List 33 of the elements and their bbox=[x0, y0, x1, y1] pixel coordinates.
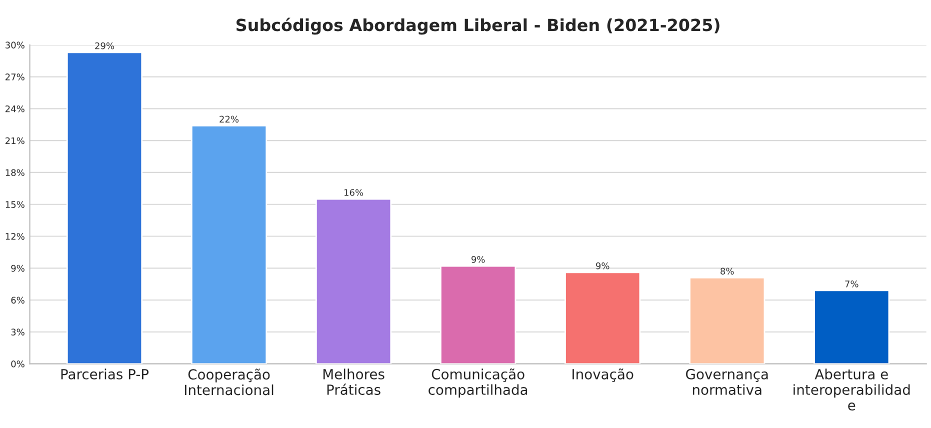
y-tick-label: 9% bbox=[11, 264, 24, 272]
y-tick-label: 24% bbox=[6, 105, 24, 112]
x-tick-label: Parcerias P-P bbox=[61, 368, 149, 380]
y-tick-label: 15% bbox=[6, 201, 24, 208]
x-tick-label: Inovação bbox=[572, 368, 634, 382]
y-tick-label: 18% bbox=[6, 169, 24, 176]
y-tick-label: 30% bbox=[6, 42, 24, 48]
data-label: 16% bbox=[344, 189, 364, 196]
data-label: 9% bbox=[596, 262, 610, 270]
data-label: 29% bbox=[95, 42, 114, 50]
x-tick-label: Governança normativa bbox=[686, 368, 768, 395]
bar bbox=[440, 265, 516, 364]
y-tick-label: 3% bbox=[11, 328, 24, 336]
data-label: 7% bbox=[845, 280, 858, 288]
y-tick-label: 12% bbox=[6, 232, 24, 240]
x-tick-label: Cooperação Internacional bbox=[184, 368, 274, 396]
y-tick-label: 27% bbox=[6, 74, 24, 80]
bar bbox=[689, 277, 766, 364]
y-tick-label: 6% bbox=[11, 296, 24, 304]
chart-title: Subcódigos Abordagem Liberal - Biden (2021-2025) bbox=[236, 18, 720, 35]
bar bbox=[315, 198, 392, 364]
data-label: 9% bbox=[471, 256, 485, 263]
x-tick-label: Comunicação compartilhada bbox=[428, 368, 528, 398]
bar bbox=[564, 272, 641, 364]
data-label: 22% bbox=[220, 116, 239, 123]
bar bbox=[814, 290, 890, 364]
y-tick-label: 21% bbox=[6, 137, 24, 144]
bar bbox=[190, 125, 268, 364]
bar bbox=[66, 52, 143, 364]
x-tick-label: Melhores Práticas bbox=[323, 368, 384, 395]
data-label: 8% bbox=[720, 268, 734, 275]
y-tick-label: 0% bbox=[11, 360, 24, 368]
x-tick-label: Abertura e interoperabilidad e bbox=[794, 368, 910, 411]
